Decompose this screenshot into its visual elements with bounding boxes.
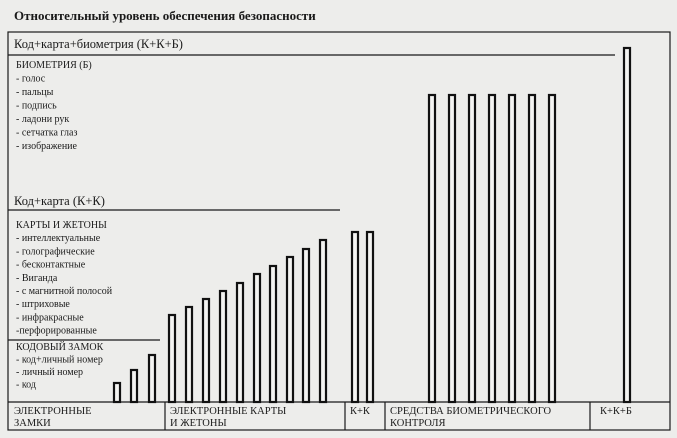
bar [285, 255, 295, 404]
group-title: БИОМЕТРИЯ (Б) [16, 60, 92, 71]
bar [235, 281, 245, 404]
item: - сетчатка глаз [16, 128, 77, 139]
column-label: ЭЛЕКТРОННЫЕ КАРТЫ [170, 406, 286, 417]
level-heading: Код+карта (К+К) [14, 194, 105, 208]
bar [467, 93, 477, 404]
title: Относительный уровень обеспечения безопа… [14, 8, 316, 23]
item: - голос [16, 74, 46, 85]
bar [507, 93, 517, 404]
item: - штриховые [16, 299, 70, 310]
bar [112, 381, 122, 404]
bar [547, 93, 557, 404]
bar [184, 305, 194, 404]
column-label: К+К+Б [600, 406, 632, 417]
column-label: И ЖЕТОНЫ [170, 418, 227, 429]
group-title: КОДОВЫЙ ЗАМОК [16, 341, 104, 353]
item: - пальцы [16, 87, 54, 98]
item: - изображение [16, 141, 78, 152]
item: - бесконтактные [16, 260, 86, 271]
item: - с магнитной полосой [16, 286, 113, 297]
bar [622, 46, 632, 404]
item: - подпись [16, 101, 57, 112]
item: - голографические [16, 246, 95, 257]
bar [427, 93, 437, 404]
bar [218, 289, 228, 404]
level-heading: Код+карта+биометрия (К+К+Б) [14, 37, 183, 51]
bar [147, 353, 157, 404]
item: - инфракрасные [16, 312, 84, 323]
bar [487, 93, 497, 404]
column-label: КОНТРОЛЯ [390, 418, 445, 429]
column-label: ЗАМКИ [14, 418, 51, 429]
bar [301, 247, 311, 404]
item: - ладони рук [16, 114, 69, 125]
bar [365, 230, 375, 404]
group-title: КАРТЫ И ЖЕТОНЫ [16, 220, 107, 231]
column-label: ЭЛЕКТРОННЫЕ [14, 406, 92, 417]
item: - код [16, 380, 36, 391]
bar [318, 238, 328, 404]
item: -перфорированные [16, 326, 97, 337]
item: - код+личный номер [16, 355, 103, 366]
bar [129, 368, 139, 404]
bar [252, 272, 262, 404]
column-label: СРЕДСТВА БИОМЕТРИЧЕСКОГО [390, 406, 552, 417]
item: - личный номер [16, 367, 83, 378]
bar [527, 93, 537, 404]
bar [167, 313, 177, 404]
bar [268, 264, 278, 404]
column-label: К+К [350, 406, 371, 417]
frame [7, 31, 671, 431]
bar [201, 297, 211, 404]
item: - интеллектуальные [16, 233, 101, 244]
bar [350, 230, 360, 404]
item: - Виганда [16, 273, 58, 284]
bar [447, 93, 457, 404]
